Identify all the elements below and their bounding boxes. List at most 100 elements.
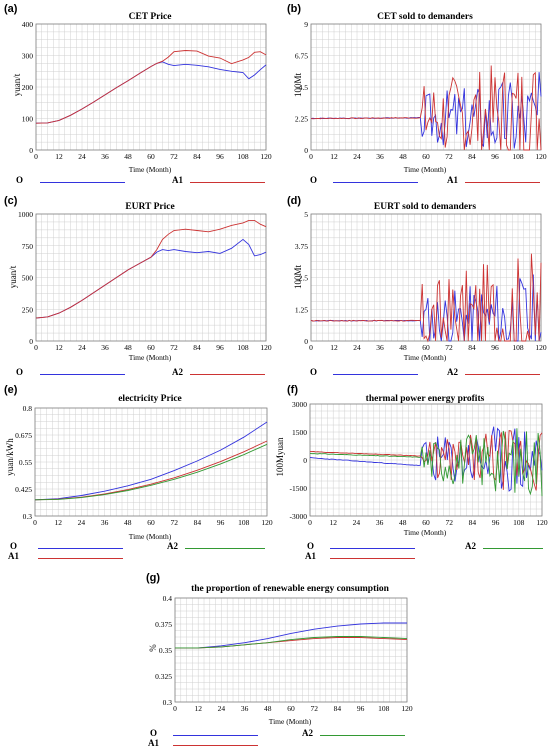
legend-line-a1 <box>38 558 123 559</box>
x-tick-label: 108 <box>237 152 249 161</box>
x-tick-label: 120 <box>260 152 272 161</box>
y-tick-label: 0.3 <box>23 512 33 521</box>
plot-area: 0 12 24 36 48 60 72 84 96 108 120 0 100 200 300 400 <box>22 20 272 161</box>
legend-line-o <box>38 548 123 549</box>
x-tick-label: 96 <box>491 152 499 161</box>
chart-panel-b: (b) CET sold to demanders 100Mt 0 12 24 36 4… <box>275 0 550 190</box>
x-tick-label: 72 <box>310 704 318 713</box>
x-tick-label: 0 <box>33 518 37 527</box>
y-tick-label: 0.4 <box>163 594 173 603</box>
x-tick-label: 24 <box>78 343 86 352</box>
legend-line-a1 <box>465 182 540 183</box>
legend-line-o <box>333 374 418 375</box>
plot-area: 0 12 24 36 48 60 72 84 96 108 120 0 1.25 2.5 3.75 5 <box>295 210 547 352</box>
x-tick-label: 12 <box>54 518 62 527</box>
y-tick-label: 1.25 <box>295 305 308 314</box>
y-tick-label: 1500 <box>292 428 307 437</box>
x-tick-label: 60 <box>147 343 155 352</box>
x-tick-label: 72 <box>445 518 453 527</box>
x-tick-label: 48 <box>399 518 407 527</box>
x-tick-label: 120 <box>536 518 548 527</box>
x-tick-label: 36 <box>101 518 109 527</box>
x-tick-label: 24 <box>78 152 86 161</box>
x-tick-label: 0 <box>34 152 38 161</box>
y-tick-label: 0 <box>303 456 307 465</box>
legend-line-o <box>333 182 418 183</box>
legend-label-o: O <box>310 367 318 377</box>
y-tick-label: 5 <box>304 210 308 219</box>
x-tick-label: 108 <box>378 704 390 713</box>
x-tick-label: 12 <box>55 343 63 352</box>
series-line-a1 <box>310 65 542 151</box>
x-tick-label: 12 <box>194 704 202 713</box>
chart-title: electricity Price <box>118 394 182 404</box>
x-tick-label: 84 <box>193 152 201 161</box>
x-tick-label: 96 <box>216 152 224 161</box>
y-tick-label: -3000 <box>290 512 308 521</box>
x-tick-label: 84 <box>334 704 342 713</box>
legend-label-a1: A1 <box>172 175 183 185</box>
x-tick-label: 72 <box>445 152 453 161</box>
x-tick-label: 108 <box>238 518 250 527</box>
y-tick-label: 0.3 <box>163 698 173 707</box>
x-tick-label: 12 <box>330 152 338 161</box>
x-tick-label: 60 <box>287 704 295 713</box>
legend-label-o: O <box>150 728 158 738</box>
x-tick-label: 12 <box>55 152 63 161</box>
plot-frame <box>34 407 268 517</box>
x-tick-label: 24 <box>218 704 226 713</box>
plot-area: 0 12 24 36 48 60 72 84 96 108 120 0 250 500 750 1000 <box>18 210 272 352</box>
x-tick-label: 12 <box>329 518 337 527</box>
x-tick-label: 84 <box>469 518 477 527</box>
x-axis-label: Time (Month) <box>128 532 172 541</box>
legend-label-a2: A2 <box>172 367 183 377</box>
x-tick-label: 84 <box>194 518 202 527</box>
chart-panel-f: (f) thermal power energy profits 100Myua… <box>275 384 550 569</box>
chart-title: the proportion of renewable energy consu… <box>191 584 389 594</box>
x-axis-label: Time (Month) <box>268 717 312 726</box>
legend-line-a2 <box>190 374 265 375</box>
plot-frame <box>310 23 542 151</box>
x-tick-label: 12 <box>330 343 338 352</box>
panel-label: (d) <box>287 195 302 207</box>
x-tick-label: 96 <box>492 518 500 527</box>
x-tick-label: 120 <box>261 518 273 527</box>
x-tick-label: 60 <box>147 152 155 161</box>
legend-line-a2 <box>465 374 540 375</box>
series-line-a1 <box>309 430 543 491</box>
y-tick-label: 0.55 <box>19 458 32 467</box>
y-tick-label: 750 <box>22 242 34 251</box>
x-tick-label: 72 <box>170 518 178 527</box>
plot-area: 0 12 24 36 48 60 72 84 96 108 120 -3000 -1500 0 1500 30… <box>290 400 548 527</box>
panel-label: (f) <box>287 384 298 396</box>
legend-line-o <box>330 548 415 549</box>
x-tick-label: 120 <box>260 343 272 352</box>
y-tick-label: 2.5 <box>299 274 309 283</box>
x-tick-label: 48 <box>399 152 407 161</box>
y-tick-label: 0.425 <box>15 485 32 494</box>
panel-label: (b) <box>287 3 302 15</box>
series-line-a2 <box>309 428 543 497</box>
x-tick-label: 0 <box>309 152 313 161</box>
plot-area: 0 12 24 36 48 60 72 84 96 108 120 0 2.25 4.5 6.75 9 <box>295 20 547 161</box>
chart-panel-d: (d) EURT sold to demanders 100Mt 0 12 24 36… <box>275 192 550 382</box>
chart-title: CET Price <box>128 12 172 22</box>
x-tick-label: 108 <box>513 518 525 527</box>
x-tick-label: 24 <box>78 518 86 527</box>
panel-label: (a) <box>4 3 18 15</box>
y-tick-label: 0.8 <box>23 404 33 413</box>
x-tick-label: 24 <box>353 343 361 352</box>
x-tick-label: 48 <box>399 343 407 352</box>
legend-line-a1 <box>173 745 258 746</box>
y-tick-label: 1000 <box>18 210 33 219</box>
y-tick-label: 4.5 <box>299 83 309 92</box>
y-tick-label: 0 <box>29 146 33 155</box>
x-tick-label: 72 <box>170 343 178 352</box>
x-tick-label: 96 <box>491 343 499 352</box>
x-tick-label: 0 <box>308 518 312 527</box>
panel-label: (g) <box>146 572 161 584</box>
y-tick-label: 100 <box>22 115 34 124</box>
y-tick-label: 0.35 <box>159 646 172 655</box>
series-line-a2 <box>175 636 408 649</box>
legend-label-a2: A2 <box>447 367 458 377</box>
